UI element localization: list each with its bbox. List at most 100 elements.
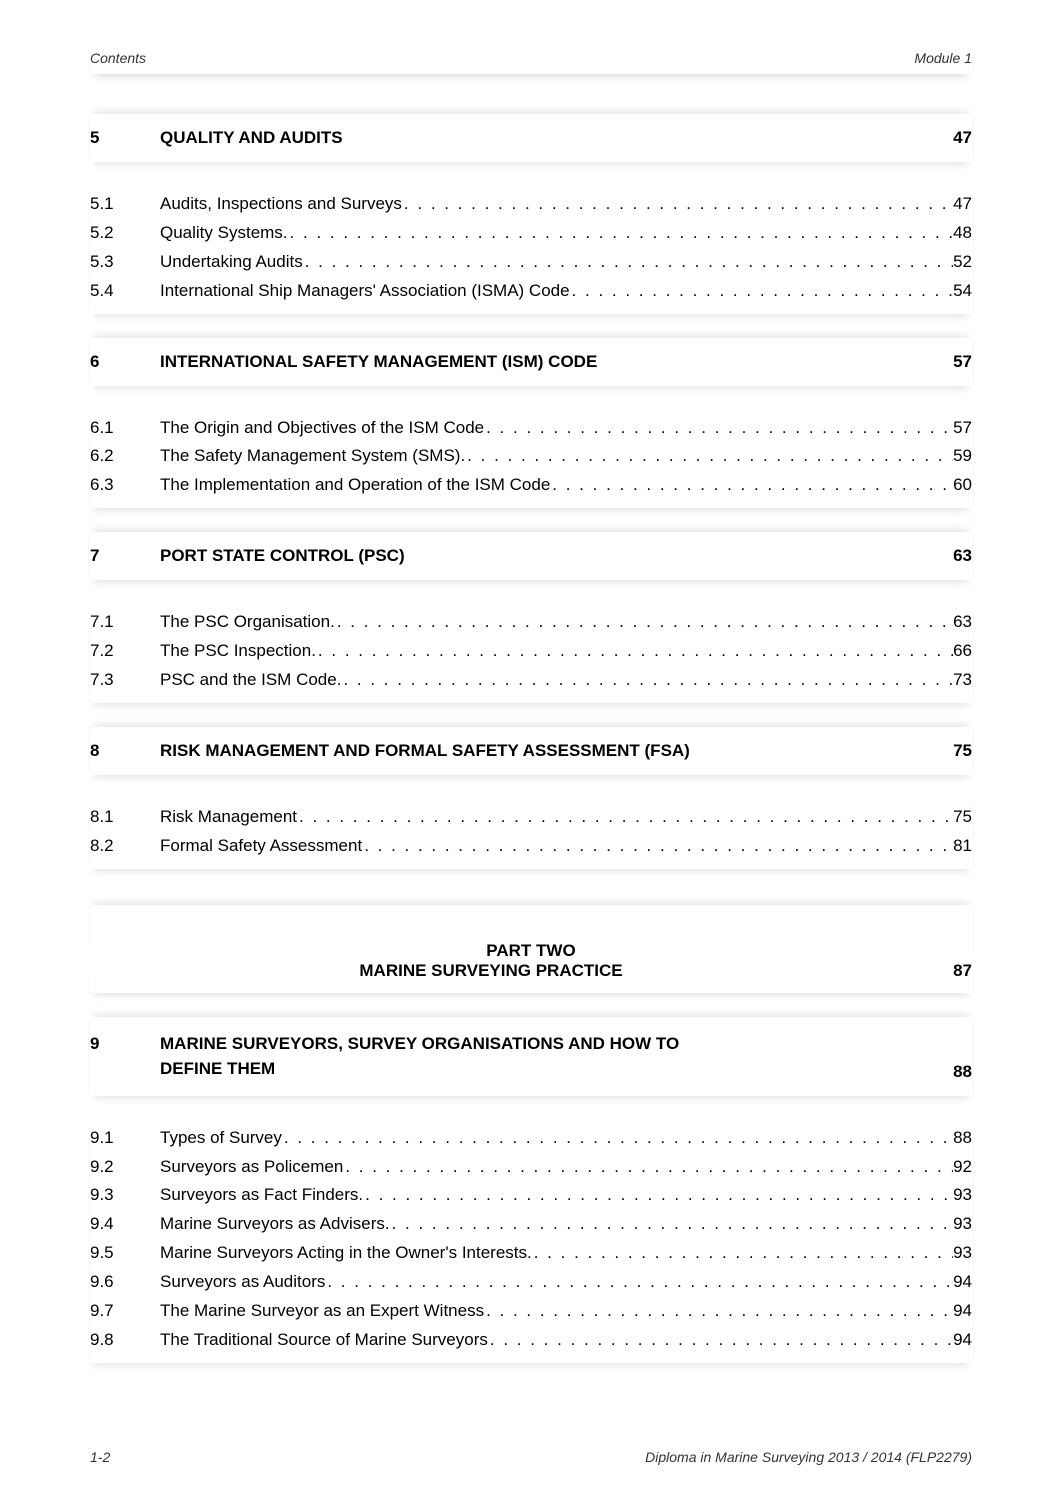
- entry-page: 57: [953, 414, 972, 443]
- entry-page: 73: [953, 666, 972, 695]
- header-right: Module 1: [914, 50, 972, 66]
- toc-entry: 9.7 The Marine Surveyor as an Expert Wit…: [90, 1297, 972, 1326]
- section-title: RISK MANAGEMENT AND FORMAL SAFETY ASSESS…: [160, 741, 932, 761]
- entry-label: Audits, Inspections and Surveys: [160, 190, 402, 219]
- header-left: Contents: [90, 50, 146, 66]
- entry-label: PSC and the ISM Code.: [160, 666, 341, 695]
- toc-entry: 5.3 Undertaking Audits . . . . . . . . .…: [90, 248, 972, 277]
- section-6-head: 6 INTERNATIONAL SAFETY MANAGEMENT (ISM) …: [90, 338, 972, 386]
- entry-dots: . . . . . . . . . . . . . . . . . . . . …: [390, 1210, 953, 1239]
- part-title: PART TWO: [90, 905, 972, 961]
- entry-page: 63: [953, 608, 972, 637]
- entry-label: Marine Surveyors Acting in the Owner's I…: [160, 1239, 532, 1268]
- section-9-entries: 9.1 Types of Survey . . . . . . . . . . …: [90, 1114, 972, 1363]
- entry-label: Undertaking Audits: [160, 248, 303, 277]
- entry-label: The Origin and Objectives of the ISM Cod…: [160, 414, 484, 443]
- entry-page: 60: [953, 471, 972, 500]
- entry-page: 52: [953, 248, 972, 277]
- entry-page: 47: [953, 190, 972, 219]
- entry-num: 5.2: [90, 219, 160, 248]
- section-7-head: 7 PORT STATE CONTROL (PSC) 63: [90, 532, 972, 580]
- entry-page: 81: [953, 832, 972, 861]
- section-5-entries: 5.1 Audits, Inspections and Surveys . . …: [90, 180, 972, 314]
- entry-num: 5.4: [90, 277, 160, 306]
- entry-label: Surveyors as Policemen: [160, 1153, 343, 1182]
- entry-page: 75: [953, 803, 972, 832]
- entry-dots: . . . . . . . . . . . . . . . . . . . . …: [297, 803, 953, 832]
- entry-num: 6.2: [90, 442, 160, 471]
- page-header: Contents Module 1: [90, 50, 972, 74]
- entry-num: 7.2: [90, 637, 160, 666]
- entry-num: 8.1: [90, 803, 160, 832]
- entry-dots: . . . . . . . . . . . . . . . . . . . . …: [341, 666, 953, 695]
- entry-label: Quality Systems.: [160, 219, 288, 248]
- entry-num: 7.1: [90, 608, 160, 637]
- toc-entry: 9.1 Types of Survey . . . . . . . . . . …: [90, 1124, 972, 1153]
- section-page: 88: [932, 1062, 972, 1082]
- entry-dots: . . . . . . . . . . . . . . . . . . . . …: [343, 1153, 953, 1182]
- entry-page: 94: [953, 1297, 972, 1326]
- entry-page: 59: [953, 442, 972, 471]
- entry-dots: . . . . . . . . . . . . . . . . . . . . …: [335, 608, 953, 637]
- entry-page: 54: [953, 277, 972, 306]
- entry-num: 9.5: [90, 1239, 160, 1268]
- part-subtitle-row: MARINE SURVEYING PRACTICE 87: [90, 961, 972, 993]
- toc-entry: 9.3 Surveyors as Fact Finders. . . . . .…: [90, 1181, 972, 1210]
- entry-num: 9.7: [90, 1297, 160, 1326]
- section-7-entries: 7.1 The PSC Organisation. . . . . . . . …: [90, 598, 972, 703]
- section-title-line1: MARINE SURVEYORS, SURVEY ORGANISATIONS A…: [160, 1034, 679, 1053]
- entry-num: 6.3: [90, 471, 160, 500]
- section-page: 75: [932, 741, 972, 761]
- entry-page: 92: [953, 1153, 972, 1182]
- entry-label: Marine Surveyors as Advisers.: [160, 1210, 390, 1239]
- entry-page: 48: [953, 219, 972, 248]
- entry-dots: . . . . . . . . . . . . . . . . . . . . …: [325, 1268, 953, 1297]
- section-number: 9: [90, 1034, 160, 1054]
- toc-entry: 6.2 The Safety Management System (SMS). …: [90, 442, 972, 471]
- section-title: QUALITY AND AUDITS: [160, 128, 932, 148]
- entry-num: 9.1: [90, 1124, 160, 1153]
- entry-dots: . . . . . . . . . . . . . . . . . . . . …: [316, 637, 953, 666]
- entry-num: 9.6: [90, 1268, 160, 1297]
- section-number: 5: [90, 128, 160, 148]
- toc-entry: 6.1 The Origin and Objectives of the ISM…: [90, 414, 972, 443]
- entry-num: 7.3: [90, 666, 160, 695]
- entry-label: The Traditional Source of Marine Surveyo…: [160, 1326, 488, 1355]
- toc-entry: 9.6 Surveyors as Auditors . . . . . . . …: [90, 1268, 972, 1297]
- entry-num: 6.1: [90, 414, 160, 443]
- entry-dots: . . . . . . . . . . . . . . . . . . . . …: [484, 1297, 953, 1326]
- entry-page: 94: [953, 1268, 972, 1297]
- entry-dots: . . . . . . . . . . . . . . . . . . . . …: [363, 1181, 953, 1210]
- entry-num: 9.4: [90, 1210, 160, 1239]
- entry-label: Surveyors as Fact Finders.: [160, 1181, 363, 1210]
- entry-dots: . . . . . . . . . . . . . . . . . . . . …: [532, 1239, 953, 1268]
- section-page: 47: [932, 128, 972, 148]
- page-footer: 1-2 Diploma in Marine Surveying 2013 / 2…: [90, 1449, 972, 1465]
- entry-dots: . . . . . . . . . . . . . . . . . . . . …: [488, 1326, 953, 1355]
- entry-dots: . . . . . . . . . . . . . . . . . . . . …: [550, 471, 953, 500]
- section-page: 63: [932, 546, 972, 566]
- entry-page: 93: [953, 1239, 972, 1268]
- entry-label: Surveyors as Auditors: [160, 1268, 325, 1297]
- entry-num: 5.1: [90, 190, 160, 219]
- entry-dots: . . . . . . . . . . . . . . . . . . . . …: [303, 248, 953, 277]
- footer-right: Diploma in Marine Surveying 2013 / 2014 …: [645, 1449, 972, 1465]
- section-page: 57: [932, 352, 972, 372]
- entry-label: The Implementation and Operation of the …: [160, 471, 550, 500]
- entry-dots: . . . . . . . . . . . . . . . . . . . . …: [484, 414, 953, 443]
- toc-entry: 9.4 Marine Surveyors as Advisers. . . . …: [90, 1210, 972, 1239]
- toc-entry: 5.4 International Ship Managers' Associa…: [90, 277, 972, 306]
- part-page: 87: [932, 961, 972, 981]
- entry-label: Types of Survey: [160, 1124, 282, 1153]
- toc-entry: 9.8 The Traditional Source of Marine Sur…: [90, 1326, 972, 1355]
- entry-label: Formal Safety Assessment: [160, 832, 362, 861]
- footer-left: 1-2: [90, 1449, 110, 1465]
- entry-dots: . . . . . . . . . . . . . . . . . . . . …: [570, 277, 954, 306]
- entry-dots: . . . . . . . . . . . . . . . . . . . . …: [465, 442, 953, 471]
- entry-label: International Ship Managers' Association…: [160, 277, 570, 306]
- part-subtitle: MARINE SURVEYING PRACTICE: [90, 961, 932, 981]
- section-number: 7: [90, 546, 160, 566]
- entry-label: Risk Management: [160, 803, 297, 832]
- entry-page: 94: [953, 1326, 972, 1355]
- entry-page: 88: [953, 1124, 972, 1153]
